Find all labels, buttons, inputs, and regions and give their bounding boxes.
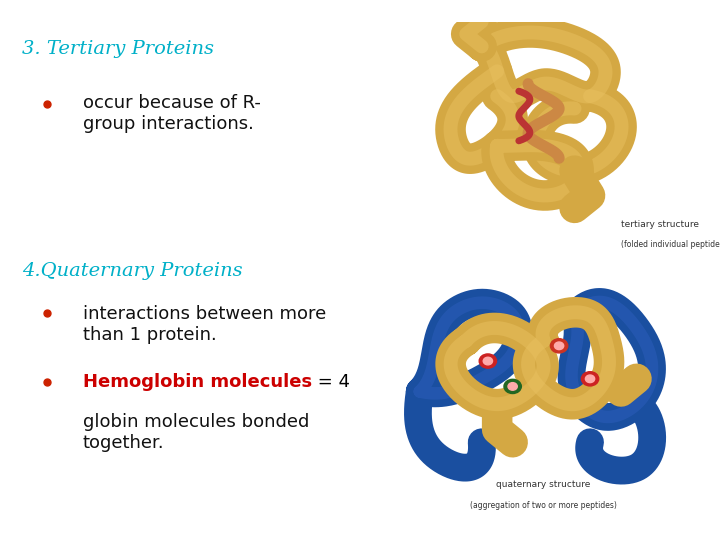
- Circle shape: [480, 354, 497, 368]
- Circle shape: [581, 372, 599, 386]
- Circle shape: [504, 379, 521, 394]
- Circle shape: [585, 375, 595, 383]
- Text: 4.Quaternary Proteins: 4.Quaternary Proteins: [22, 262, 242, 280]
- Text: quaternary structure: quaternary structure: [496, 481, 591, 489]
- Text: interactions between more
than 1 protein.: interactions between more than 1 protein…: [83, 305, 326, 344]
- Text: = 4: = 4: [312, 373, 350, 390]
- Circle shape: [483, 357, 492, 365]
- Text: occur because of R-
group interactions.: occur because of R- group interactions.: [83, 94, 261, 133]
- Text: globin molecules bonded
together.: globin molecules bonded together.: [83, 413, 309, 452]
- Text: tertiary structure: tertiary structure: [621, 220, 699, 230]
- Circle shape: [550, 339, 568, 353]
- Text: Hemoglobin molecules: Hemoglobin molecules: [83, 373, 312, 390]
- Text: (folded individual peptide): (folded individual peptide): [621, 240, 720, 249]
- Text: 3. Tertiary Proteins: 3. Tertiary Proteins: [22, 40, 214, 58]
- Text: (aggregation of two or more peptides): (aggregation of two or more peptides): [470, 501, 617, 510]
- Circle shape: [554, 342, 564, 349]
- Circle shape: [508, 383, 517, 390]
